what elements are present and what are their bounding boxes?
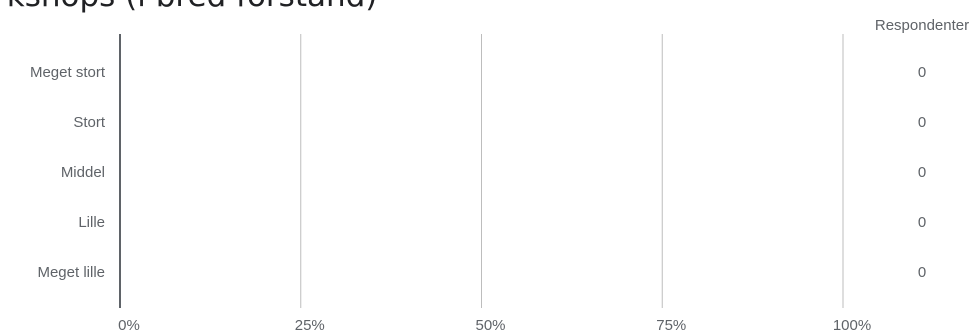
x-tick-label: 75% <box>656 317 686 334</box>
respondent-count: 0 <box>918 264 926 281</box>
category-label: Stort <box>73 114 106 131</box>
x-tick-label: 50% <box>475 317 505 334</box>
respondents-header: Respondenter <box>875 17 969 34</box>
x-tick-label: 25% <box>295 317 325 334</box>
respondent-count: 0 <box>918 214 926 231</box>
category-label: Meget stort <box>30 64 106 81</box>
category-label: Meget lille <box>37 264 105 281</box>
respondent-count: 0 <box>918 64 926 81</box>
respondent-count: 0 <box>918 114 926 131</box>
x-tick-label: 0% <box>118 317 140 334</box>
page-title: rkshops (i bred forstand) <box>0 0 377 14</box>
x-tick-label: 100% <box>833 317 871 334</box>
category-label: Middel <box>61 164 105 181</box>
labels-layer: 0% 25% 50% 75% 100% Meget stort 0 Stort 0 Middel 0… <box>30 64 926 334</box>
respondent-count: 0 <box>918 164 926 181</box>
grid-layer <box>119 34 844 308</box>
category-label: Lille <box>78 214 105 231</box>
